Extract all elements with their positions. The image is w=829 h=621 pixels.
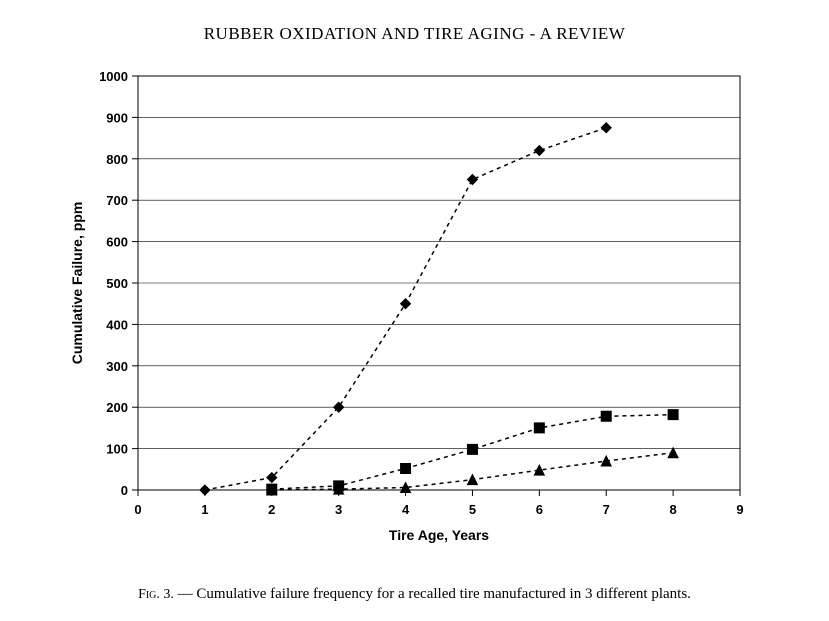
figure-label: Fig. 3. <box>138 587 174 602</box>
x-tick-label: 4 <box>402 502 410 517</box>
y-tick-label: 1000 <box>99 69 128 84</box>
page: RUBBER OXIDATION AND TIRE AGING - A REVI… <box>0 0 829 621</box>
y-tick-label: 800 <box>106 152 128 167</box>
y-tick-label: 300 <box>106 359 128 374</box>
x-tick-label: 7 <box>603 502 610 517</box>
y-tick-label: 400 <box>106 317 128 332</box>
y-tick-label: 100 <box>106 442 128 457</box>
x-tick-label: 8 <box>669 502 676 517</box>
y-tick-label: 600 <box>106 235 128 250</box>
x-tick-label: 0 <box>134 502 141 517</box>
y-tick-label: 200 <box>106 400 128 415</box>
figure-caption-text: — Cumulative failure frequency for a rec… <box>174 586 691 602</box>
x-tick-label: 9 <box>736 502 743 517</box>
figure-caption: Fig. 3. — Cumulative failure frequency f… <box>0 586 829 603</box>
y-tick-label: 700 <box>106 193 128 208</box>
y-tick-label: 0 <box>121 483 128 498</box>
x-tick-label: 1 <box>201 502 208 517</box>
x-tick-label: 3 <box>335 502 342 517</box>
series-marker-square-icon <box>601 411 611 421</box>
series-marker-square-icon <box>668 410 678 420</box>
series-marker-square-icon <box>401 463 411 473</box>
page-title: RUBBER OXIDATION AND TIRE AGING - A REVI… <box>0 24 829 44</box>
series-marker-square-icon <box>467 444 477 454</box>
x-tick-label: 5 <box>469 502 476 517</box>
x-tick-label: 6 <box>536 502 543 517</box>
x-tick-label: 2 <box>268 502 275 517</box>
chart-container: 0 1 2 3 4 5 6 7 8 9 0 100 200 300 400 500 600 700 800 900 10… <box>60 64 780 562</box>
chart-svg: 0 1 2 3 4 5 6 7 8 9 0 100 200 300 400 500 600 700 800 900 10… <box>60 64 780 562</box>
y-tick-label: 900 <box>106 110 128 125</box>
y-axis-label: Cumulative Failure, ppm <box>69 202 85 365</box>
chart-background <box>60 64 780 562</box>
x-axis-label: Tire Age, Years <box>389 527 489 543</box>
series-marker-square-icon <box>534 423 544 433</box>
y-tick-label: 500 <box>106 276 128 291</box>
